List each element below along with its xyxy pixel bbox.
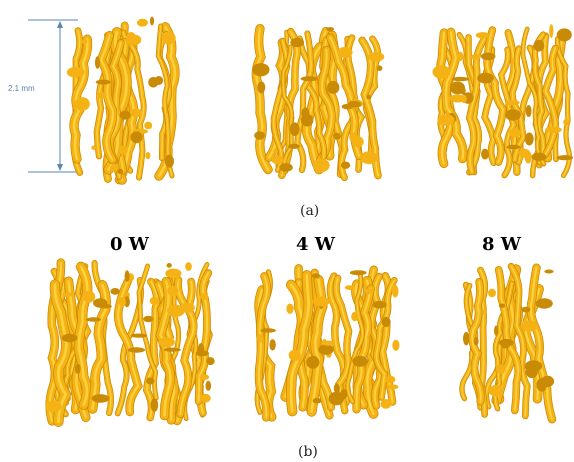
power-label-8w: 8 W [482,234,522,255]
scale-bar-label: 2.1 mm [8,84,35,93]
scaffold-a-0w [66,16,180,185]
scaffold-b-8w [459,262,557,424]
power-label-0w: 0 W [110,234,150,255]
scaffold-a-4w [251,23,385,182]
caption-b: (b) [298,444,318,460]
power-label-4w: 4 W [296,234,336,255]
scaffold-a-8w [432,24,574,179]
scaffold-b-0w [45,258,220,427]
caption-a: (a) [300,203,320,219]
scaffold-b-4w [254,264,400,422]
scale-bar [20,18,80,176]
